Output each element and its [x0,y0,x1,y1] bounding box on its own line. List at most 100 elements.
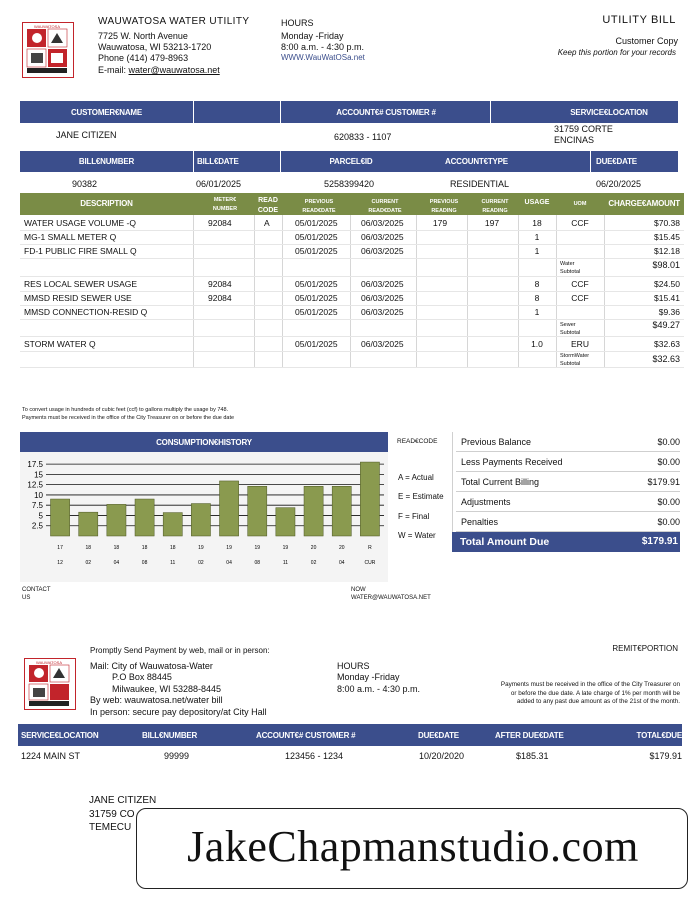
consumption-history-title: CONSUMPTION€HISTORY [156,438,252,447]
charge-meter: 92084 [208,293,232,303]
contact-email[interactable]: WATER@WAUWATOSA.NET [351,595,431,601]
summary-row: Less Payments Received $0.00 [456,452,680,472]
chart-y-tick-label: 15 [34,470,43,479]
bill-date-value: 06/01/2025 [196,179,242,189]
chart-x-tick-label-bottom: 04 [226,560,232,566]
remit-after-due-header: AFTER DUE€DATE [495,731,564,740]
remit-mail-line1: Mail: City of Wauwatosa-Water [90,661,213,671]
chart-x-tick-label-bottom: 11 [283,560,288,566]
utility-email-link[interactable]: water@wauwatosa.net [128,65,220,75]
svg-text:WAUWATOSA: WAUWATOSA [34,24,60,29]
usage-header: USAGE [524,199,550,206]
remit-total-due-header: TOTAL€DUE [636,731,683,740]
chart-x-tick-label-top: 19 [198,545,204,551]
total-amount-due-label: Total Amount Due [460,536,550,548]
remit-total-due-value: $179.91 [649,751,682,761]
read-code-water: W = Water [398,531,436,540]
chart-x-tick-label-bottom: 11 [170,560,175,566]
chart-bar [50,498,70,537]
charge-code: A [264,218,270,228]
charge-meter: 92084 [208,279,232,289]
prev-reading-header-2: READING [431,208,457,214]
chart-x-tick-label-top: 20 [339,545,345,551]
cur-read-date-header-2: READ€DATE [368,208,402,214]
summary-row: Total Current Billing $179.91 [456,472,680,492]
chart-bar [331,486,352,537]
mail-to-line3: TEMECU [89,822,132,833]
chart-bar [303,486,324,537]
charge-usage: 8 [534,293,540,303]
bill-date-header: BILL€DATE [197,157,239,166]
summary-value: $0.00 [657,457,680,467]
utility-website-link[interactable]: WWW.WauWatOSa.net [281,53,365,62]
chart-x-tick-label-top: 19 [226,545,232,551]
parcel-id-header: PARCEL€ID [329,157,373,166]
remit-after-due-value: $185.31 [516,751,549,761]
sewer-subtotal-label-1: Sewer [560,322,576,328]
charge-desc: STORM WATER Q [24,339,96,349]
charge-desc: MMSD RESID SEWER USE [24,293,132,303]
charge-prev-date: 05/01/2025 [295,232,338,242]
charge-uom: ERU [571,339,589,349]
summary-value: $0.00 [657,517,680,527]
late-notice-line1: Payments must be received in the office … [500,681,680,688]
summary-row: Penalties $0.00 [456,512,680,532]
contact-label-2: US [22,595,31,601]
prev-read-date-header-2: READ€DATE [302,208,336,214]
city-logo-remit: WAUWATOSA [24,658,76,710]
charge-amount: $15.41 [654,293,680,303]
service-location-line1: 31759 CORTE [554,124,613,134]
chart-x-tick-label-bottom: 04 [114,560,120,566]
bill-title: UTILITY BILL [602,14,676,26]
utility-address-line1: 7725 W. North Avenue [98,31,188,41]
charge-cur-read: 197 [484,218,500,228]
meter-number-header-2: NUMBER [212,206,238,212]
chart-bar [247,486,268,537]
read-code-header-2: CODE [257,207,279,214]
chart-x-tick-label-top: 18 [114,545,120,551]
customer-name-header: CUSTOMER€NAME [70,108,143,117]
charge-desc: RES LOCAL SEWER USAGE [24,279,138,289]
total-amount-due-value: $179.91 [641,536,678,547]
chart-y-tick-label: 5 [39,511,44,520]
charge-cur-date: 06/03/2025 [361,232,404,242]
chart-x-tick-label-bottom: 02 [311,560,317,566]
charge-prev-date: 05/01/2025 [295,293,338,303]
remit-hours-days: Monday -Friday [337,672,400,682]
cur-reading-header-2: READING [482,208,508,214]
charge-cur-date: 06/03/2025 [361,339,404,349]
cur-read-date-header-1: CURRENT [371,199,399,205]
charge-prev-date: 05/01/2025 [295,218,338,228]
read-code-estimate: E = Estimate [398,492,444,501]
total-amount-due-bar: Total Amount Due $179.91 [452,532,680,552]
remit-web[interactable]: By web: wauwatosa.net/water bill [90,695,223,705]
parcel-id-value: 5258399420 [324,179,375,189]
chart-bar [360,461,380,537]
remit-bill-number-header: BILL€NUMBER [142,731,198,740]
charge-desc: MG-1 SMALL METER Q [24,232,117,242]
charge-prev-date: 05/01/2025 [295,279,338,289]
chart-y-tick-label: 2.5 [32,522,44,531]
hours-time: 8:00 a.m. - 4:30 p.m. [281,42,365,52]
read-code-header-1: READ [258,197,278,204]
storm-subtotal-value: $32.63 [652,354,680,364]
bill-info-header: BILL€NUMBER BILL€DATE PARCEL€ID ACCOUNT€… [20,151,678,172]
charge-uom: CCF [571,279,589,289]
hours-title: HOURS [281,18,314,28]
charge-usage: 8 [534,279,540,289]
charge-prev-read: 179 [432,218,448,228]
bill-number-value: 90382 [72,179,98,189]
chart-x-tick-label-top: 18 [170,545,176,551]
remit-title: REMIT€PORTION [612,644,678,653]
hours-days: Monday -Friday [281,31,344,41]
remit-prompt: Promptly Send Payment by web, mail or in… [90,646,270,655]
service-location-line2: ENCINAS [554,135,595,145]
contact-label-1: CONTACT [22,587,51,593]
storm-subtotal-label-2: Subtotal [560,361,581,367]
charge-prev-date: 05/01/2025 [295,307,338,317]
uom-header: UOM [573,201,587,207]
charge-cur-date: 06/03/2025 [361,218,404,228]
chart-x-tick-label-bottom: 02 [85,560,91,566]
utility-name: WAUWATOSA WATER UTILITY [98,16,250,27]
